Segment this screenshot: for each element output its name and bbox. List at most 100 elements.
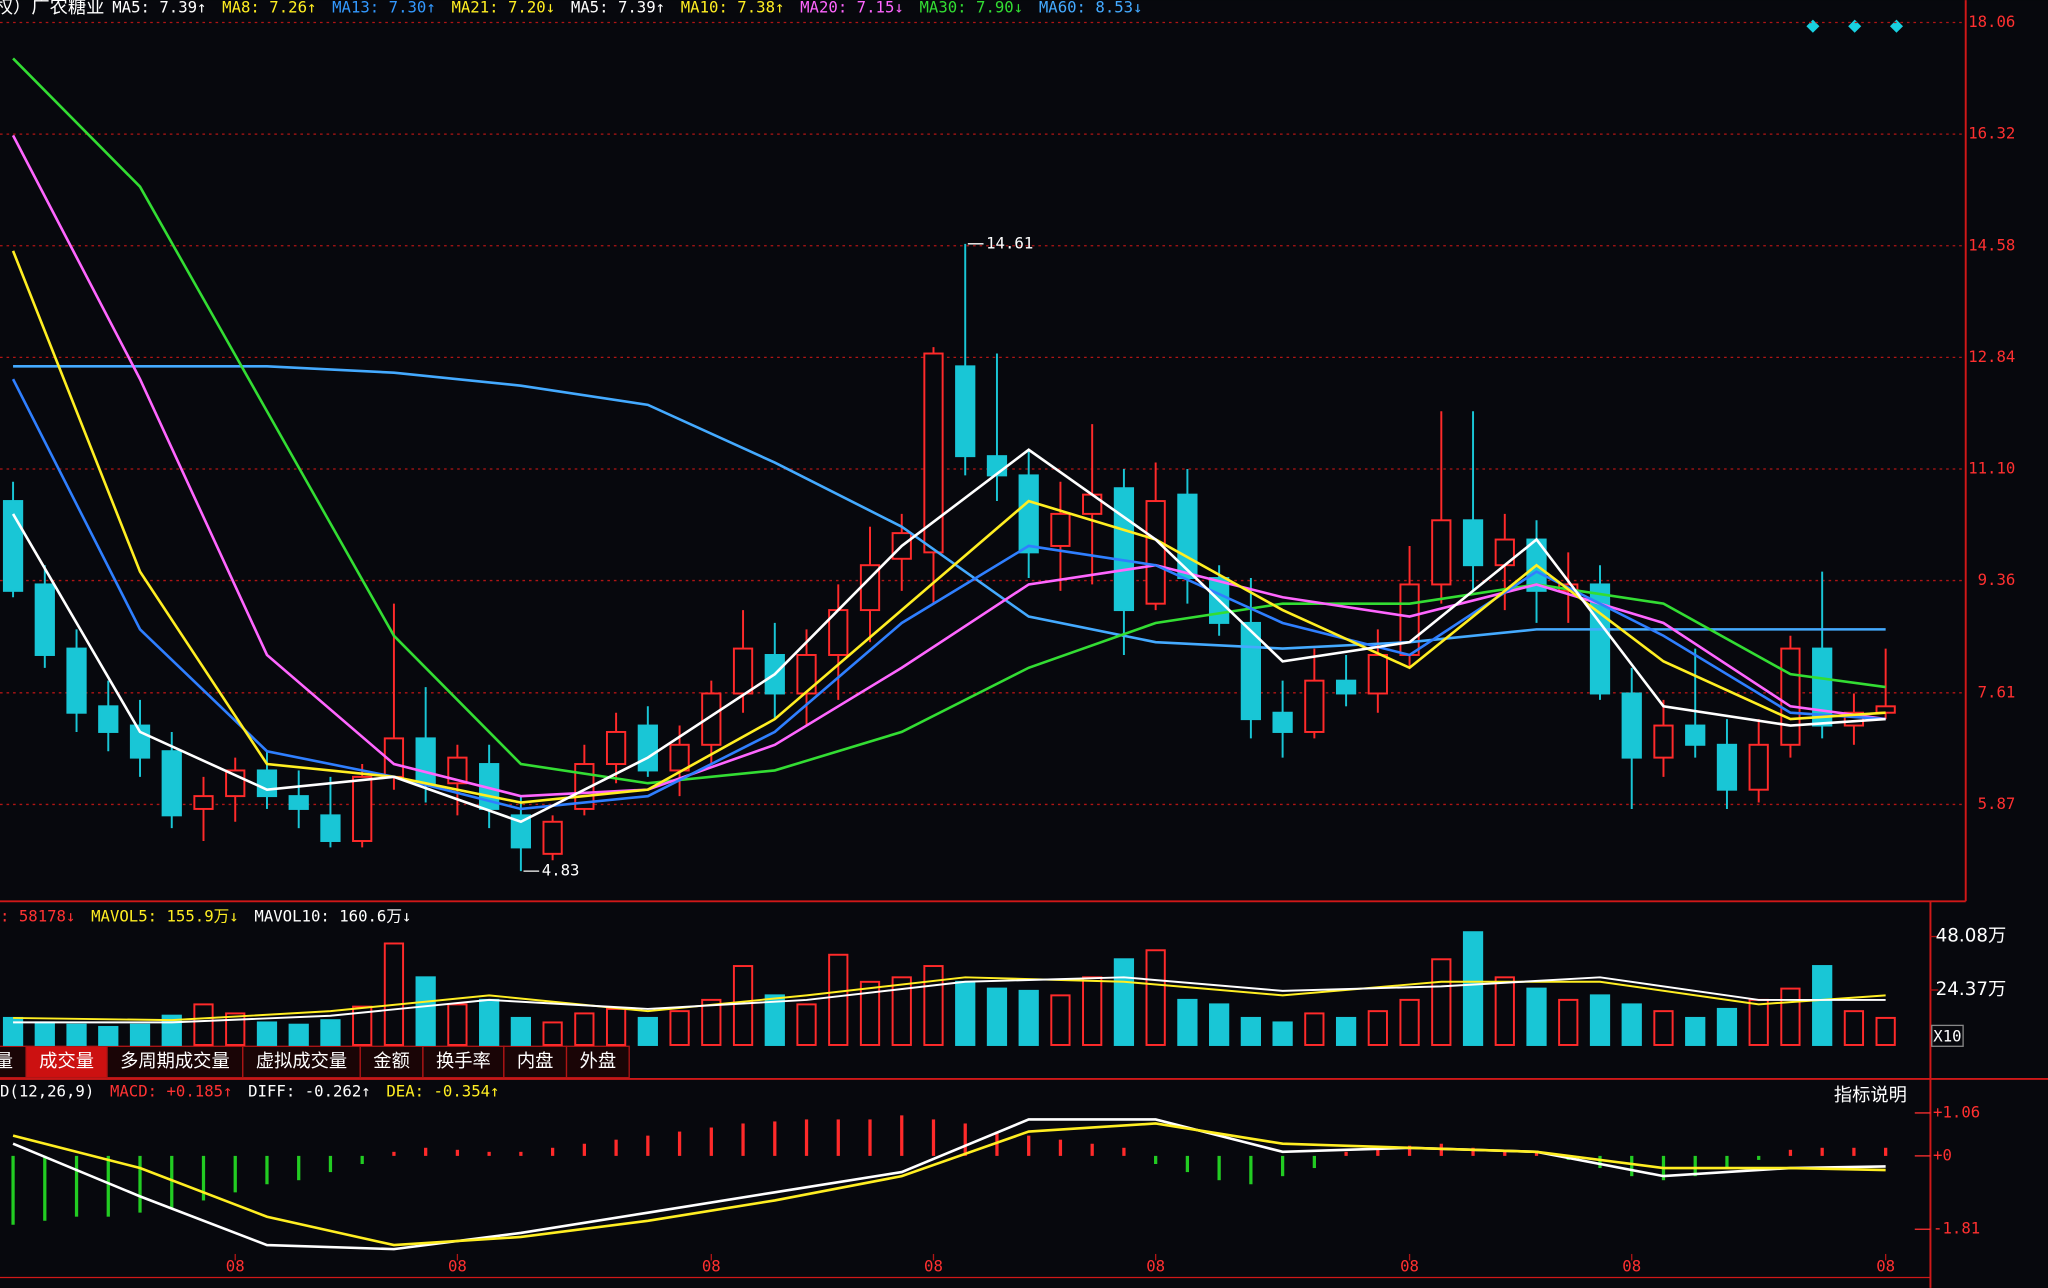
indicator-line	[12, 57, 1886, 785]
volume-bar	[542, 1021, 563, 1046]
legend-item: D(12,26,9)	[0, 1082, 94, 1101]
volume-bar	[510, 1016, 532, 1046]
volume-bar	[1240, 1016, 1261, 1046]
indicator-line	[11, 378, 1886, 811]
candle-body	[1716, 743, 1738, 791]
tab-label[interactable]: 虚拟成交量	[256, 1051, 347, 1072]
y-tick-label: 9.36	[1978, 570, 2016, 589]
candle-body	[320, 814, 341, 842]
candle-body	[1272, 711, 1293, 733]
candle-body	[510, 814, 532, 849]
volume-bar	[320, 1019, 341, 1046]
indicator-line	[13, 365, 1886, 650]
candle-body	[288, 795, 309, 810]
volume-bar	[1367, 1010, 1388, 1046]
volume-bar	[796, 1003, 817, 1046]
volume-bar	[1177, 998, 1198, 1046]
volume-bar	[859, 980, 881, 1046]
volume-bar	[764, 994, 785, 1046]
volume-bar	[34, 1021, 55, 1046]
markers	[1806, 19, 1904, 33]
indicator-line	[11, 448, 1886, 824]
volume-bar	[1272, 1021, 1293, 1046]
x-tick-label: 08	[702, 1257, 721, 1276]
volume-bar	[1716, 1007, 1738, 1046]
volume-bar	[1462, 931, 1484, 1046]
legend-item: MACD: +0.185↑	[110, 1082, 233, 1101]
candle-body	[352, 775, 373, 842]
candle-body	[415, 737, 436, 785]
volume-bar	[1304, 1012, 1325, 1046]
tab-label[interactable]: 成交量	[39, 1051, 94, 1072]
volume-bar	[129, 1023, 151, 1046]
x-tick-label: 08	[1622, 1257, 1641, 1276]
x-tick-label: 08	[1876, 1257, 1895, 1276]
legend-item: MA10: 7.38↑	[681, 0, 785, 16]
volume-bar	[1399, 998, 1420, 1046]
volume-bar	[193, 1003, 214, 1046]
tab-label[interactable]: 外盘	[580, 1051, 617, 1072]
volume-bar	[1780, 987, 1801, 1046]
legend-item: MA21: 7.20↓	[451, 0, 555, 16]
candle-body	[1050, 512, 1071, 547]
volume-bar	[1843, 1010, 1865, 1046]
legend-item: MA13: 7.30↑	[332, 0, 436, 16]
volume-bar	[1558, 998, 1579, 1046]
candle-body	[732, 647, 754, 695]
volume-bar	[288, 1023, 309, 1046]
candle-body	[1685, 724, 1706, 746]
tab-label[interactable]: 金额	[373, 1051, 410, 1072]
y-tick-label: +1.06	[1933, 1102, 1980, 1121]
legend-item: MA5: 7.39↑	[571, 0, 665, 16]
candle-body	[1113, 487, 1135, 612]
legend-item: MA20: 7.15↓	[800, 0, 904, 16]
candle-body	[1748, 743, 1769, 791]
tab[interactable]	[25, 1045, 108, 1079]
candle-body	[1177, 493, 1198, 579]
y-tick-label: 7.61	[1978, 682, 2016, 701]
volume-bar	[828, 953, 849, 1046]
volume-bar	[256, 1021, 278, 1046]
volume-bar	[1082, 976, 1103, 1046]
tab-label[interactable]: 换手率	[436, 1051, 491, 1072]
volume-bar	[732, 965, 754, 1046]
indicator-line	[13, 976, 1886, 1022]
volume-bar	[637, 1016, 658, 1046]
tab-label[interactable]: 多周期成交量	[120, 1051, 230, 1072]
legend-item: MA60: 8.53↓	[1039, 0, 1143, 16]
candle-body	[923, 352, 944, 554]
legend-item: MA8: 7.26↑	[222, 0, 316, 16]
volume-bar	[479, 998, 500, 1046]
volume-bar	[1209, 1003, 1230, 1046]
indicator-help[interactable]: 指标说明	[1834, 1085, 1907, 1106]
y-tick-label: 24.37万	[1936, 979, 2007, 1000]
tab[interactable]	[565, 1045, 630, 1079]
legend-item: MA5: 7.39↑	[112, 0, 206, 16]
volume-bar	[669, 1010, 690, 1046]
legend-item: DIFF: -0.262↑	[248, 1082, 371, 1101]
volume-bar	[1875, 1016, 1896, 1046]
x-tick-label: 08	[1146, 1257, 1165, 1276]
y-tick-label: 5.87	[1978, 794, 2016, 813]
y-tick-label: +0	[1933, 1145, 1952, 1164]
volume-bar	[1494, 976, 1515, 1046]
tab-label[interactable]: 量	[0, 1051, 13, 1072]
candle-body	[98, 705, 119, 733]
annotation: 4.83	[542, 861, 580, 880]
candle-body	[1875, 705, 1896, 714]
tab[interactable]	[242, 1045, 361, 1079]
candle-body	[66, 647, 87, 714]
volume-bar	[923, 965, 944, 1046]
candle-body	[1335, 679, 1357, 695]
indicator-line	[11, 250, 1886, 804]
volume-bar	[1018, 989, 1039, 1046]
volume-bar	[1748, 998, 1769, 1046]
candle-body	[955, 365, 976, 458]
y-tick-label: -1.81	[1933, 1219, 1980, 1238]
legend-item: DEA: -0.354↑	[386, 1082, 499, 1101]
tab[interactable]	[422, 1045, 505, 1079]
candle-body	[1462, 519, 1484, 567]
tab-label[interactable]: 内盘	[517, 1051, 554, 1072]
candle-body	[256, 769, 278, 798]
volume-scale: X10	[1933, 1027, 1961, 1046]
